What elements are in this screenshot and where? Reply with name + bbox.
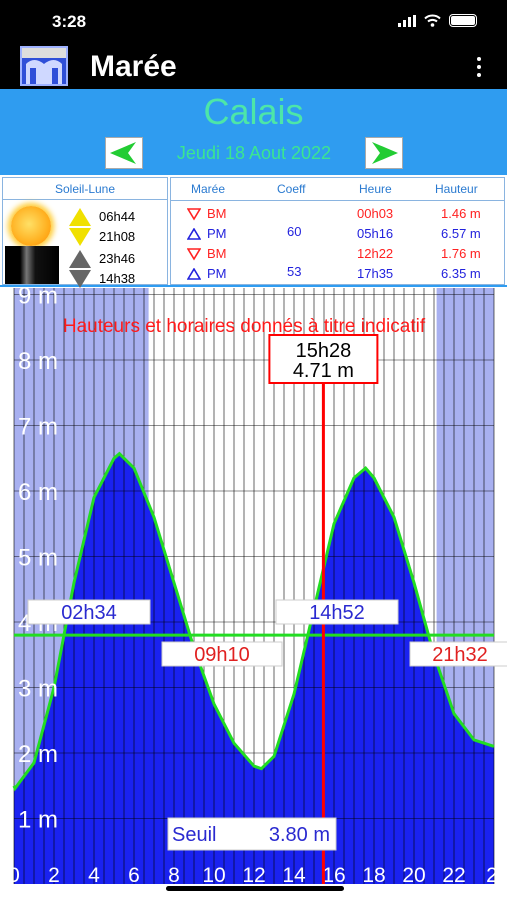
- crossing-label: 09h10: [194, 644, 250, 666]
- home-indicator: [166, 886, 344, 891]
- threshold-value: 3.80 m: [269, 824, 330, 846]
- table-cell-type: BM: [207, 246, 227, 261]
- crossing-label-box: [275, 599, 399, 625]
- sun-icon: [11, 206, 51, 246]
- app-logo-icon: [20, 46, 68, 86]
- threshold-label: Seuil: [172, 824, 216, 846]
- y-tick-label: 9 m: [18, 288, 58, 310]
- low-tide-icon: [187, 248, 201, 261]
- location-header: Calais Jeudi 18 Aout 2022: [0, 89, 507, 175]
- tide-chart[interactable]: 1 m2 m3 m4 m5 m6 m7 m8 m9 m0246810121416…: [0, 288, 507, 900]
- col-header-maree: Marée: [191, 182, 226, 196]
- table-cell-time: 05h16: [357, 226, 394, 241]
- table-cell-time: 12h22: [357, 246, 394, 261]
- moonset-time: 14h38: [99, 271, 136, 286]
- x-tick-label: 22: [442, 864, 465, 887]
- table-cell-height: 1.46 m: [441, 206, 481, 221]
- table-cell-coeff: 53: [287, 264, 302, 279]
- table-cell-height: 1.76 m: [441, 246, 481, 261]
- city-name: Calais: [203, 91, 304, 132]
- crossing-label-box: [161, 641, 283, 667]
- x-tick-label: 8: [168, 864, 180, 887]
- table-divider: [171, 200, 504, 201]
- col-header-heure: Heure: [359, 182, 392, 196]
- arrow-left-icon: [110, 142, 136, 164]
- sun-moon-panel: Soleil-Lune 06h44 21h08 23h46 14h38: [2, 177, 168, 288]
- threshold-box: [167, 817, 337, 851]
- moonrise-arrow-icon: [69, 250, 91, 268]
- y-tick-label: 1 m: [18, 807, 58, 834]
- tide-table: Marée Coeff Heure Hauteur BM 00h03 1.46 …: [170, 177, 505, 285]
- y-tick-label: 5 m: [18, 545, 58, 572]
- crossing-label: 02h34: [61, 602, 117, 624]
- table-cell-type: PM: [207, 266, 227, 281]
- disclaimer-text: Hauteurs et horaires donnés à titre indi…: [63, 316, 426, 337]
- battery-icon: [449, 14, 477, 27]
- app-title: Marée: [90, 50, 177, 83]
- tide-chart-svg[interactable]: 1 m2 m3 m4 m5 m6 m7 m8 m9 m0246810121416…: [0, 288, 507, 900]
- x-tick-label: 2: [48, 864, 60, 887]
- y-tick-label: 7 m: [18, 414, 58, 441]
- high-tide-icon: [187, 268, 201, 280]
- table-cell-type: PM: [207, 226, 227, 241]
- tide-curve: [12, 451, 495, 792]
- x-tick-label: 16: [322, 864, 345, 887]
- x-tick-label: 0: [8, 864, 20, 887]
- moonset-arrow-icon: [69, 270, 91, 288]
- previous-day-button[interactable]: [105, 137, 143, 169]
- table-cell-height: 6.35 m: [441, 266, 481, 281]
- col-header-coeff: Coeff: [277, 182, 306, 196]
- y-tick-label: 3 m: [18, 676, 58, 703]
- wifi-icon: [424, 14, 441, 27]
- current-date: Jeudi 18 Aout 2022: [176, 143, 332, 163]
- high-tide-icon: [187, 228, 201, 240]
- app-bar: Marée: [0, 44, 507, 89]
- crossing-label-box: [27, 599, 151, 625]
- crossing-label: 14h52: [309, 602, 365, 624]
- next-day-button[interactable]: [365, 137, 403, 169]
- x-tick-label: 10: [202, 864, 225, 887]
- more-menu-icon[interactable]: [469, 54, 489, 80]
- table-cell-coeff: 60: [287, 224, 302, 239]
- status-time: 3:28: [52, 12, 87, 31]
- sunset-arrow-icon: [69, 228, 91, 246]
- table-cell-time: 17h35: [357, 266, 394, 281]
- cursor-time: 15h28: [296, 340, 352, 362]
- info-panels: Soleil-Lune 06h44 21h08 23h46 14h38 Maré…: [0, 175, 507, 288]
- y-tick-label: 2 m: [18, 741, 58, 768]
- sunrise-arrow-icon: [69, 208, 91, 226]
- table-cell-type: BM: [207, 206, 227, 221]
- table-cell-time: 00h03: [357, 206, 394, 221]
- x-tick-label: 20: [402, 864, 425, 887]
- x-tick-label: 14: [282, 864, 306, 887]
- low-tide-icon: [187, 208, 201, 221]
- cursor-readout-box: [268, 334, 379, 384]
- sunrise-time: 06h44: [99, 209, 136, 224]
- col-header-hauteur: Hauteur: [435, 182, 478, 196]
- status-bar: 3:28: [0, 0, 507, 44]
- crossing-label: 21h32: [432, 644, 488, 666]
- y-tick-label: 8 m: [18, 348, 58, 375]
- x-tick-label: 4: [88, 864, 100, 887]
- sun-moon-header: Soleil-Lune: [3, 178, 167, 200]
- moon-icon: [5, 246, 59, 284]
- x-tick-label: 2: [486, 864, 498, 887]
- arrow-right-icon: [372, 142, 398, 164]
- date-navigator: Jeudi 18 Aout 2022: [0, 137, 507, 173]
- cursor-height: 4.71 m: [293, 360, 354, 382]
- signal-icon: [398, 14, 416, 27]
- x-tick-label: 18: [362, 864, 385, 887]
- y-tick-label: 6 m: [18, 479, 58, 506]
- crossing-label-box: [409, 641, 507, 667]
- sunset-time: 21h08: [99, 229, 136, 244]
- moonrise-time: 23h46: [99, 251, 136, 266]
- x-tick-label: 6: [128, 864, 140, 887]
- x-tick-label: 12: [242, 864, 265, 887]
- status-icons: [398, 14, 477, 27]
- table-cell-height: 6.57 m: [441, 226, 481, 241]
